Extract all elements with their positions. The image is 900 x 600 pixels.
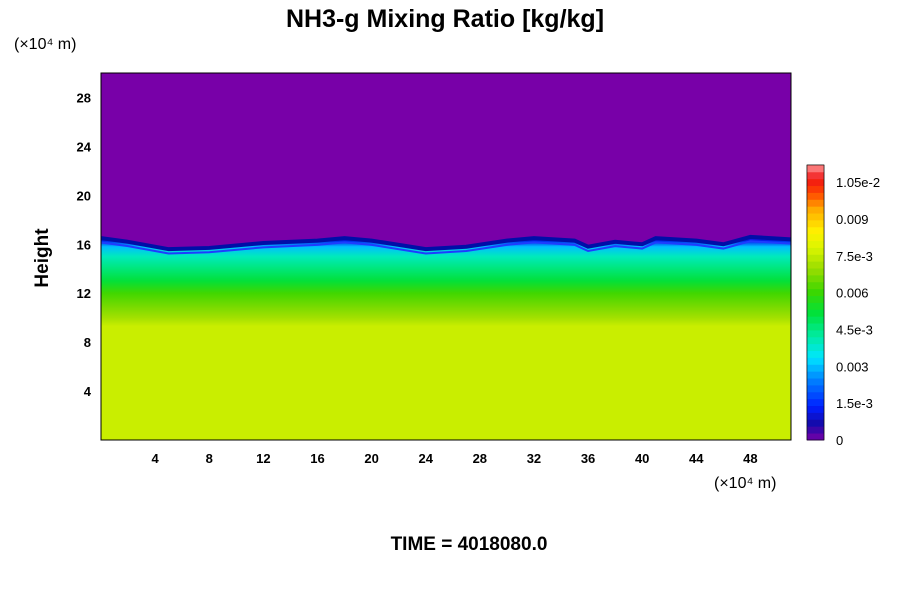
colorbar-band: [807, 213, 824, 221]
colorbar-tick-label: 0.006: [836, 286, 869, 301]
y-tick-label: 16: [77, 237, 91, 252]
colorbar-tick-label: 7.5e-3: [836, 249, 873, 264]
x-tick-label: 16: [310, 451, 324, 466]
mixing-ratio-field: [101, 236, 791, 440]
colorbar-band: [807, 295, 824, 303]
colorbar-band: [807, 226, 824, 235]
colorbar-band: [807, 233, 824, 242]
colorbar-band: [807, 254, 824, 262]
x-tick-label: 24: [418, 451, 433, 466]
y-axis-label: Height: [32, 228, 53, 288]
colorbar-band: [807, 426, 824, 434]
x-tick-label: 48: [743, 451, 757, 466]
x-tick-label: 36: [581, 451, 595, 466]
colorbar-band: [807, 275, 824, 283]
colorbar-tick-label: 0.003: [836, 359, 869, 374]
colorbar-band: [807, 240, 824, 248]
colorbar-band: [807, 192, 824, 200]
chart-title: NH3-g Mixing Ratio [kg/kg]: [286, 5, 604, 33]
colorbar-band: [807, 398, 824, 407]
colorbar-tick-label: 1.5e-3: [836, 396, 873, 411]
colorbar-tick-label: 0.009: [836, 212, 869, 227]
y-unit-label: (×10⁴ m): [14, 36, 76, 53]
colorbar-bands: [806, 164, 825, 441]
y-tick-label: 12: [77, 286, 91, 301]
colorbar-band: [807, 316, 824, 324]
colorbar-band: [807, 288, 824, 297]
colorbar-tick-label: 0: [836, 433, 843, 448]
colorbar-band: [807, 171, 824, 180]
y-tick-label: 24: [77, 139, 92, 154]
x-tick-label: 32: [527, 451, 541, 466]
colorbar-band: [807, 378, 824, 386]
colorbar-tick-label: 4.5e-3: [836, 323, 873, 338]
x-tick-label: 40: [635, 451, 649, 466]
colorbar-band: [807, 281, 824, 290]
x-tick-label: 44: [689, 451, 704, 466]
colorbar-band: [807, 247, 824, 255]
y-axis-ticks: 4 8 12 16 20 24 28: [77, 90, 92, 399]
field-top-edge-highlight: [101, 240, 791, 255]
y-tick-label: 4: [84, 384, 92, 399]
x-tick-label: 20: [364, 451, 378, 466]
colorbar-band: [807, 302, 824, 310]
colorbar-ticks: 0 1.5e-3 0.003 4.5e-3 0.006 7.5e-3 0.009 1.05e-…: [836, 175, 880, 448]
colorbar-band: [807, 412, 824, 420]
x-tick-label: 12: [256, 451, 270, 466]
plot-frame: [100, 72, 792, 441]
colorbar-band: [807, 364, 824, 372]
colorbar-band: [807, 261, 824, 269]
colorbar-band: [807, 371, 824, 379]
colorbar-band: [807, 178, 824, 187]
y-tick-label: 20: [77, 188, 91, 203]
plot-area: [101, 73, 791, 440]
colorbar-band: [807, 391, 824, 400]
x-tick-label: 28: [473, 451, 487, 466]
colorbar-band: [807, 199, 824, 207]
colorbar-band: [807, 206, 824, 214]
colorbar-band: [807, 419, 824, 427]
colorbar-band: [807, 185, 824, 193]
colorbar-band: [807, 405, 824, 413]
colorbar-band: [807, 343, 824, 352]
colorbar-tick-label: 1.05e-2: [836, 175, 880, 190]
x-tick-label: 4: [152, 451, 160, 466]
colorbar-band: [807, 385, 824, 393]
colorbar: 0 1.5e-3 0.003 4.5e-3 0.006 7.5e-3 0.009 1.05e-…: [806, 164, 880, 448]
colorbar-band: [807, 433, 824, 441]
colorbar-band: [807, 165, 824, 173]
colorbar-band: [807, 268, 824, 276]
colorbar-band: [807, 309, 824, 317]
colorbar-band: [807, 323, 824, 331]
y-tick-label: 28: [77, 90, 91, 105]
colorbar-band: [807, 357, 824, 365]
y-tick-label: 8: [84, 335, 91, 350]
colorbar-band: [807, 336, 824, 345]
colorbar-frame: [806, 164, 825, 441]
time-label: TIME = 4018080.0: [391, 534, 548, 555]
colorbar-band: [807, 330, 824, 338]
field-top-edge: [101, 234, 791, 252]
x-axis-ticks: 4 8 12 16 20 24 28 32 36 40 44 48: [152, 451, 758, 466]
colorbar-band: [807, 220, 824, 228]
x-unit-label: (×10⁴ m): [714, 475, 776, 492]
x-tick-label: 8: [206, 451, 213, 466]
colorbar-band: [807, 350, 824, 358]
